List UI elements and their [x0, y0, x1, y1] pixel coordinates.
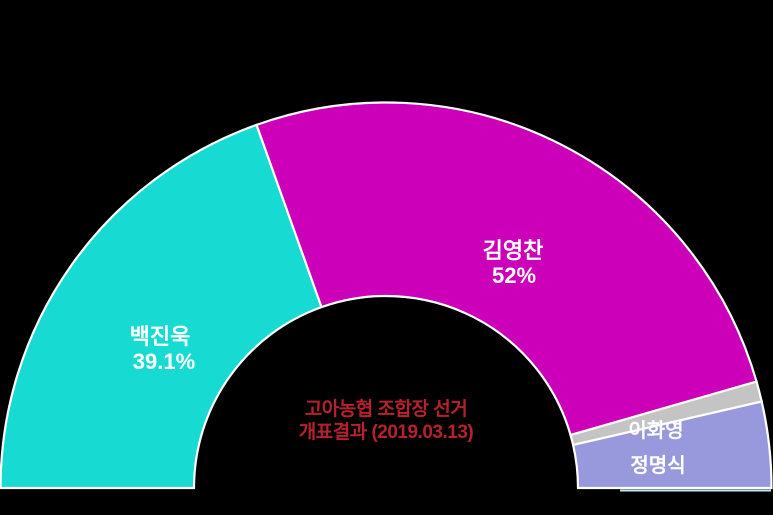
- svg-text:52%: 52%: [492, 263, 536, 288]
- svg-text:39.1%: 39.1%: [133, 349, 195, 374]
- svg-text:김영찬: 김영찬: [483, 238, 544, 263]
- svg-text:정명식: 정명식: [630, 454, 685, 477]
- svg-text:백진욱: 백진욱: [130, 324, 191, 349]
- svg-text:이화영: 이화영: [628, 419, 683, 442]
